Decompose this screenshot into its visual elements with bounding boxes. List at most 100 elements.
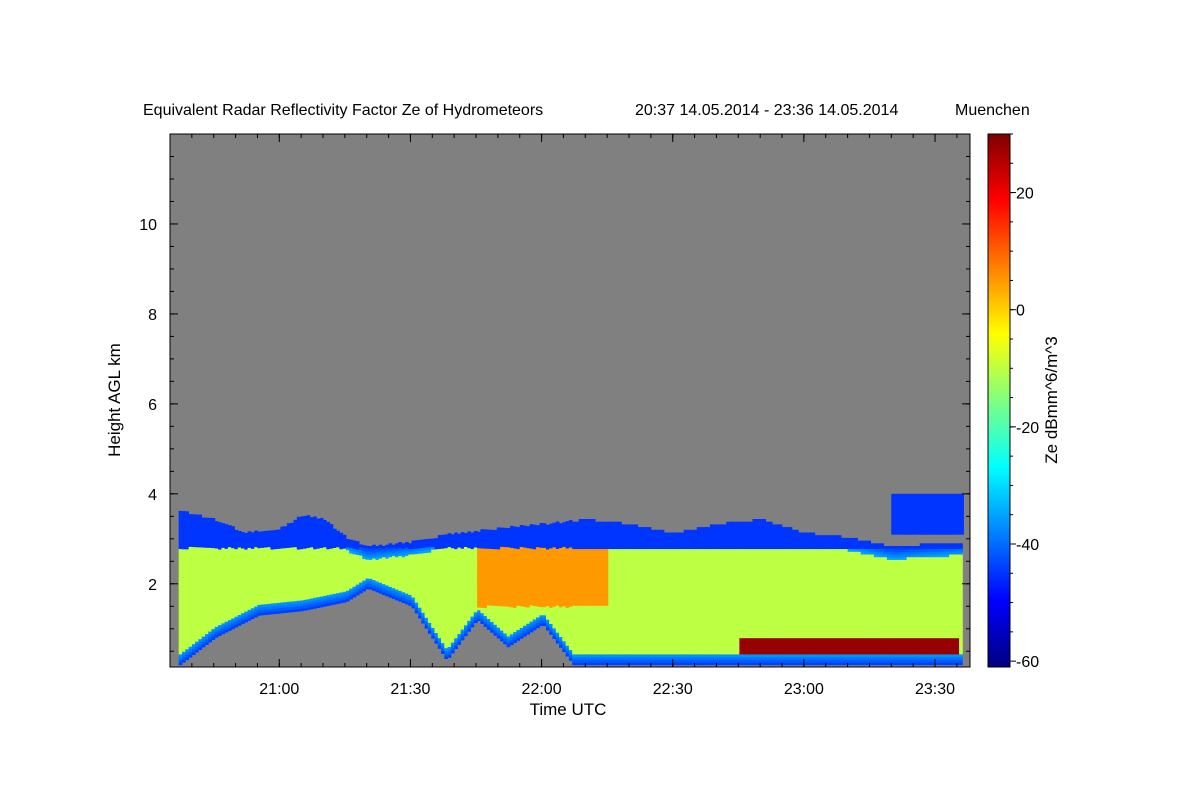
reflectivity-cell [549,548,553,552]
reflectivity-cell [614,651,619,655]
reflectivity-cell [424,593,429,597]
reflectivity-cell [605,586,609,590]
reflectivity-cell [437,594,442,598]
reflectivity-cell [224,553,229,557]
reflectivity-cell [355,584,360,588]
reflectivity-cell [260,550,265,554]
reflectivity-cell [578,524,583,528]
reflectivity-cell [562,557,566,561]
reflectivity-cell [385,577,389,581]
reflectivity-cell [273,586,278,590]
reflectivity-cell [191,592,196,596]
reflectivity-cell [362,564,366,568]
reflectivity-cell [578,581,583,585]
reflectivity-cell [368,575,373,579]
reflectivity-cell [591,602,596,606]
reflectivity-cell [424,541,429,545]
reflectivity-cell [264,544,268,548]
reflectivity-cell [231,596,235,600]
reflectivity-cell [421,604,426,608]
reflectivity-cell [450,593,455,597]
reflectivity-cell [549,585,553,589]
reflectivity-cell [532,600,537,604]
reflectivity-cell [283,591,288,595]
reflectivity-cell [549,564,553,568]
reflectivity-cell [608,586,612,590]
reflectivity-cell [346,571,350,575]
reflectivity-cell [444,645,448,649]
reflectivity-cell [227,581,232,585]
reflectivity-cell [290,590,294,594]
reflectivity-cell [441,642,445,646]
reflectivity-cell [500,573,504,577]
reflectivity-cell [516,616,521,620]
reflectivity-cell [578,662,583,666]
reflectivity-cell [568,568,573,572]
reflectivity-cell [319,571,324,575]
reflectivity-cell [214,623,219,627]
reflectivity-cell [303,559,307,563]
reflectivity-cell [198,547,203,551]
reflectivity-cell [283,599,288,603]
reflectivity-cell [309,582,314,586]
reflectivity-cell [182,594,186,598]
reflectivity-cell [424,547,429,551]
reflectivity-cell [247,606,252,610]
reflectivity-cell [391,563,396,567]
reflectivity-cell [434,600,439,604]
reflectivity-cell [260,555,265,559]
reflectivity-cell [546,570,550,574]
reflectivity-cell [421,617,426,621]
reflectivity-cell [332,593,337,597]
reflectivity-cell [241,532,245,536]
reflectivity-cell [401,543,406,547]
reflectivity-cell [211,604,216,608]
reflectivity-cell [598,645,603,649]
reflectivity-cell [588,570,593,574]
reflectivity-cell [546,530,550,534]
reflectivity-cell [326,557,330,561]
reflectivity-cell [434,624,439,628]
chart-title-text: Equivalent Radar Reflectivity Factor Ze … [143,102,543,119]
reflectivity-cell [437,643,442,647]
reflectivity-cell [450,550,455,554]
reflectivity-cell [195,606,199,610]
reflectivity-cell [614,573,619,577]
reflectivity-cell [326,532,330,536]
reflectivity-cell [578,629,583,633]
reflectivity-cell [513,550,517,554]
reflectivity-cell [598,597,603,601]
reflectivity-cell [178,624,183,628]
reflectivity-cell [506,552,511,556]
reflectivity-cell [178,543,183,547]
reflectivity-cell [332,555,337,559]
reflectivity-cell [231,566,235,570]
reflectivity-cell [493,602,498,606]
reflectivity-cell [447,587,452,591]
reflectivity-cell [270,546,275,550]
reflectivity-cell [601,618,606,622]
reflectivity-cell [205,590,209,594]
reflectivity-cell [303,591,307,595]
reflectivity-cell [464,557,468,561]
reflectivity-cell [188,562,193,566]
reflectivity-cell [578,651,583,655]
reflectivity-cell [500,592,504,596]
reflectivity-cell [227,622,232,626]
reflectivity-cell [247,612,252,616]
reflectivity-cell [457,566,462,570]
reflectivity-cell [503,641,507,645]
reflectivity-cell [503,589,507,593]
reflectivity-cell [378,579,383,583]
reflectivity-cell [454,546,458,550]
reflectivity-cell [464,587,468,591]
reflectivity-cell [486,586,491,590]
reflectivity-cell [418,550,422,554]
reflectivity-cell [559,620,563,624]
reflectivity-cell [555,594,560,598]
reflectivity-cell [441,548,445,552]
reflectivity-cell [313,516,317,520]
reflectivity-cell [277,597,281,601]
reflectivity-cell [290,541,294,545]
reflectivity-cell [555,521,560,525]
